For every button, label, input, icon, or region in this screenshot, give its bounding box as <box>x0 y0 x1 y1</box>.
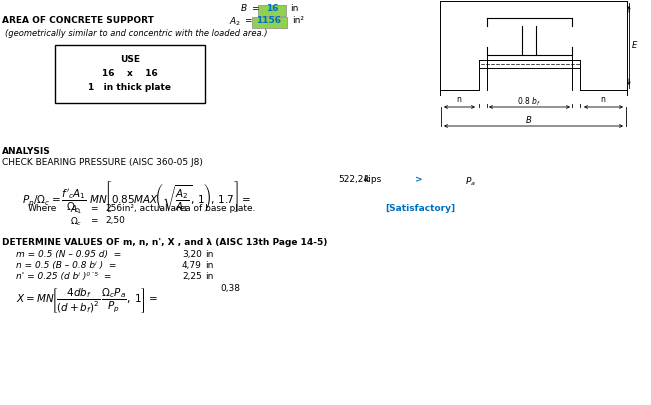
Text: Where: Where <box>28 204 57 213</box>
Text: E: E <box>632 40 637 49</box>
Text: 4,79: 4,79 <box>182 261 202 270</box>
Text: $A_2$: $A_2$ <box>229 16 241 28</box>
Text: kips: kips <box>363 175 381 184</box>
Text: in², actual area of base plate.: in², actual area of base plate. <box>122 204 255 213</box>
FancyBboxPatch shape <box>258 5 286 16</box>
Text: in: in <box>290 4 298 13</box>
Text: 16: 16 <box>266 4 278 13</box>
Text: $X = MN\!\left[\dfrac{4d b_f}{(d+b_f)^2}\,\dfrac{\Omega_c P_a}{P_p},\;1\right]=$: $X = MN\!\left[\dfrac{4d b_f}{(d+b_f)^2}… <box>16 286 158 315</box>
Text: =: = <box>251 4 258 13</box>
Text: =: = <box>90 216 98 225</box>
Text: 1   in thick plate: 1 in thick plate <box>89 83 171 92</box>
Text: B: B <box>241 4 247 13</box>
FancyBboxPatch shape <box>252 17 287 28</box>
Text: CHECK BEARING PRESSURE (AISC 360-05 J8): CHECK BEARING PRESSURE (AISC 360-05 J8) <box>2 158 203 167</box>
Text: 522,24: 522,24 <box>338 175 369 184</box>
Text: B: B <box>526 116 532 125</box>
Text: 1156: 1156 <box>256 16 281 25</box>
Text: n = 0.5 (B – 0.8 bⁱ )  =: n = 0.5 (B – 0.8 bⁱ ) = <box>16 261 117 270</box>
Text: 2,50: 2,50 <box>105 216 125 225</box>
Text: $A_1$: $A_1$ <box>70 204 82 217</box>
Text: =: = <box>244 16 251 25</box>
Text: n: n <box>456 95 462 104</box>
Text: ANALYSIS: ANALYSIS <box>2 147 51 156</box>
Text: [Satisfactory]: [Satisfactory] <box>385 204 455 213</box>
Text: $\Omega_c$: $\Omega_c$ <box>70 216 83 228</box>
Text: 16    x    16: 16 x 16 <box>102 69 158 78</box>
Text: 256: 256 <box>105 204 122 213</box>
Text: 3,20: 3,20 <box>182 250 202 259</box>
Text: USE: USE <box>120 55 140 64</box>
Text: >: > <box>415 175 422 184</box>
Text: 0.8 $b_f$: 0.8 $b_f$ <box>517 95 541 107</box>
Text: m = 0.5 (N – 0.95 d)  =: m = 0.5 (N – 0.95 d) = <box>16 250 121 259</box>
Text: AREA OF CONCRETE SUPPORT: AREA OF CONCRETE SUPPORT <box>2 16 154 25</box>
Text: $P_p/\Omega_c = \dfrac{f'_c A_1}{\Omega_c}\ MN\!\left[0.85MAX\!\left(\sqrt{\dfra: $P_p/\Omega_c = \dfrac{f'_c A_1}{\Omega_… <box>22 179 251 214</box>
Text: (geometrically similar to and concentric with the loaded area.): (geometrically similar to and concentric… <box>5 29 268 38</box>
Text: n' = 0.25 (d bⁱ )⁰˙⁵  =: n' = 0.25 (d bⁱ )⁰˙⁵ = <box>16 272 111 281</box>
FancyBboxPatch shape <box>55 45 205 103</box>
Text: n: n <box>601 95 605 104</box>
Text: $P_a$: $P_a$ <box>465 175 476 188</box>
Text: 2,25: 2,25 <box>182 272 202 281</box>
Text: in: in <box>205 250 214 259</box>
Text: DETERMINE VALUES OF m, n, n', X , and λ (AISC 13th Page 14-5): DETERMINE VALUES OF m, n, n', X , and λ … <box>2 238 327 247</box>
Text: 0,38: 0,38 <box>220 284 240 293</box>
Text: in²: in² <box>292 16 304 25</box>
Text: =: = <box>90 204 98 213</box>
Text: in: in <box>205 261 214 270</box>
Text: in: in <box>205 272 214 281</box>
